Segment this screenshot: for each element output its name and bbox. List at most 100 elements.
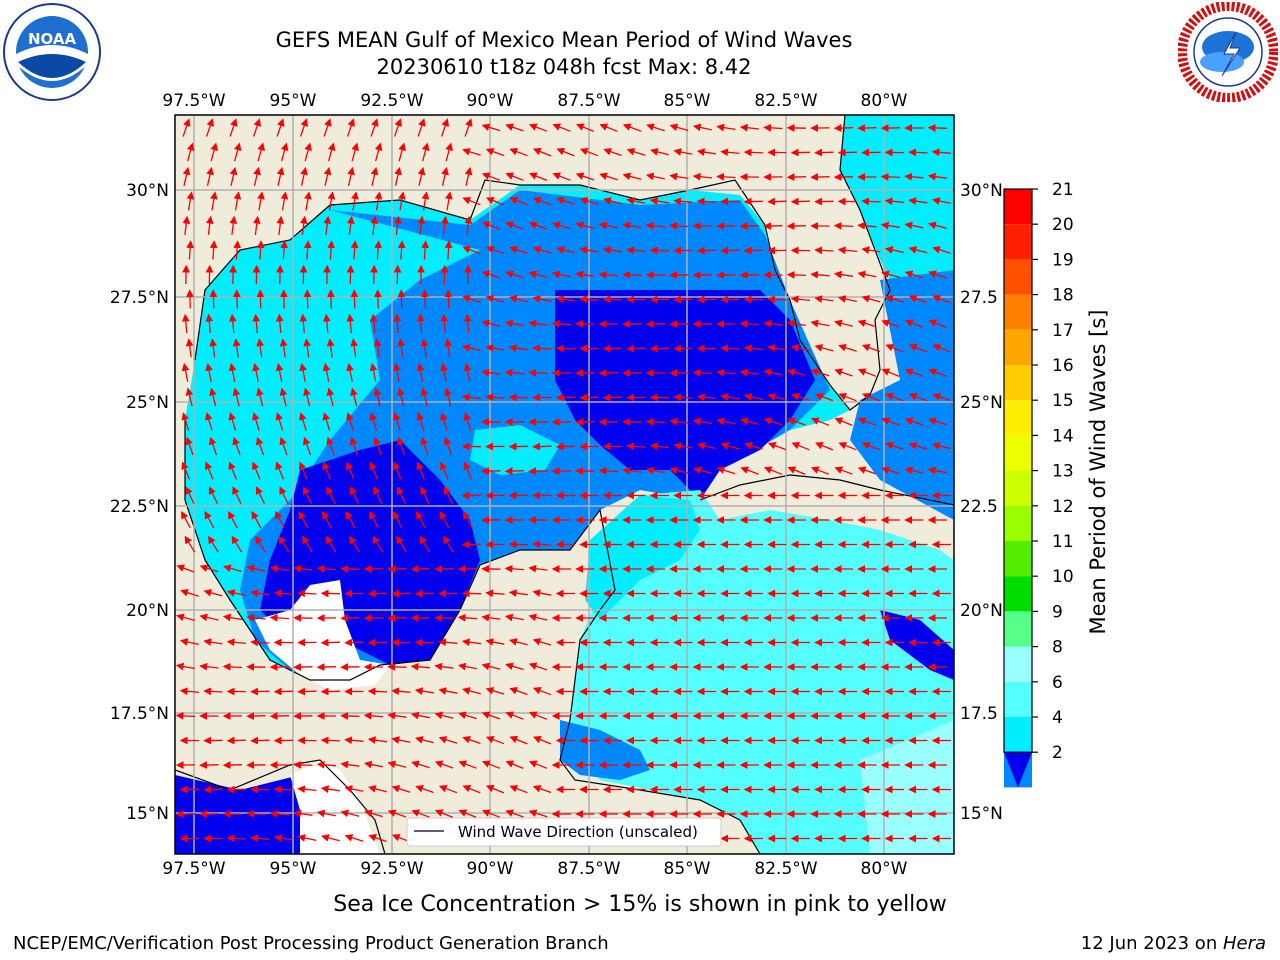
wind-wave-arrow [528,467,548,475]
wind-wave-arrow [367,687,388,696]
wind-wave-arrow [420,486,430,504]
wind-wave-arrow [509,245,528,255]
wind-wave-arrow [374,142,383,162]
wind-wave-arrow [256,338,265,358]
wind-wave-arrow [885,343,904,353]
colorbar-tick-label: 11 [1052,532,1074,552]
lon-labels-bottom: 97.5°W 95°W 92.5°W 90°W 87.5°W 85°W 82.5°W 80°W [162,859,907,879]
wind-wave-arrow [908,294,928,304]
wind-wave-arrow [881,319,900,328]
wind-wave-arrow [445,191,453,211]
wind-wave-arrow [622,369,642,377]
wind-wave-arrow [229,118,238,137]
wind-wave-arrow [275,313,284,334]
wind-wave-arrow [834,368,853,377]
wind-wave-arrow [298,461,308,480]
wind-wave-arrow [481,516,501,524]
wind-wave-arrow [649,442,669,451]
wind-wave-arrow [928,417,947,426]
wind-wave-arrow [344,736,364,745]
wind-wave-arrow [298,510,309,529]
wind-wave-arrow [250,589,270,597]
lon-label: 80°W [861,91,908,111]
wind-wave-arrow [532,147,552,157]
wind-wave-arrow [481,760,501,769]
wind-wave-arrow [767,393,787,401]
wind-wave-arrow [763,368,783,377]
wind-wave-arrow [229,215,238,235]
wind-wave-arrow [763,123,783,132]
wind-wave-arrow [397,338,406,358]
wind-wave-arrow [347,166,355,186]
wind-wave-arrow [417,215,426,235]
wind-wave-arrow [345,510,356,529]
wind-wave-arrow [485,687,505,695]
wind-wave-arrow [485,735,505,745]
wind-wave-arrow [223,564,242,573]
wind-wave-arrow [481,809,501,818]
wind-wave-arrow [505,123,524,132]
wind-wave-arrow [233,240,242,260]
wind-wave-arrow [340,760,360,769]
wind-wave-arrow [205,362,213,382]
wind-wave-arrow [387,809,407,818]
wind-wave-arrow [226,834,247,843]
wind-wave-arrow [626,442,646,451]
wind-wave-arrow [209,240,218,260]
wind-wave-arrow [346,412,354,431]
wind-wave-arrow [528,613,548,622]
wind-wave-arrow [397,387,405,407]
lat-label: 22.5 [960,497,998,517]
wind-wave-arrow [350,240,359,260]
wind-wave-arrow [393,412,401,431]
wind-wave-arrow [481,711,501,720]
wind-wave-arrow [434,662,454,671]
wind-wave-arrow [368,833,387,843]
wind-wave-arrow [814,295,834,303]
wind-wave-arrow [528,123,548,132]
wind-wave-arrow [203,687,223,696]
wind-wave-arrow [351,191,359,211]
colorbar-segment [1004,611,1032,647]
wind-wave-arrow [720,393,740,401]
wind-wave-arrow [650,148,669,156]
wind-wave-arrow [532,295,552,303]
no-data-patch [255,580,390,690]
wind-wave-arrow [186,191,195,211]
wind-wave-arrow [186,289,194,309]
wind-wave-arrow [440,313,449,334]
wind-wave-arrow [908,148,928,157]
wind-wave-arrow [556,147,575,157]
wind-wave-arrow [461,638,481,647]
lat-label: 22.5°N [110,497,169,517]
wind-wave-arrow [767,197,787,206]
wind-wave-arrow [321,834,340,842]
wind-wave-arrow [391,589,411,598]
lat-label: 30°N [960,181,1003,201]
colorbar-segment [1004,646,1032,682]
map-canvas [175,115,954,854]
wind-wave-arrow [928,368,947,377]
wind-wave-arrow [325,535,337,553]
wind-wave-arrow [372,535,384,553]
wind-wave-arrow [720,344,740,353]
wind-wave-arrow [398,191,406,211]
wind-wave-arrow [575,221,595,230]
wind-wave-arrow [374,240,383,260]
lon-label: 92.5°W [360,91,423,111]
wind-wave-arrow [280,240,289,260]
wind-wave-arrow [505,809,524,818]
wind-wave-arrow [857,221,877,230]
lon-labels-top: 97.5°W 95°W 92.5°W 90°W 87.5°W 85°W 82.5°W 80°W [162,91,907,111]
wind-wave-arrow [186,240,195,260]
wind-wave-arrow [445,142,453,162]
wind-wave-arrow [551,270,571,279]
wind-wave-arrow [696,197,717,206]
wind-wave-arrow [598,466,619,475]
wind-wave-arrow [857,270,877,279]
wind-wave-arrow [462,687,481,695]
wind-wave-arrow [363,614,384,622]
wind-wave-arrow [481,221,501,231]
wind-wave-arrow [420,436,429,456]
wind-wave-arrow [880,221,900,230]
